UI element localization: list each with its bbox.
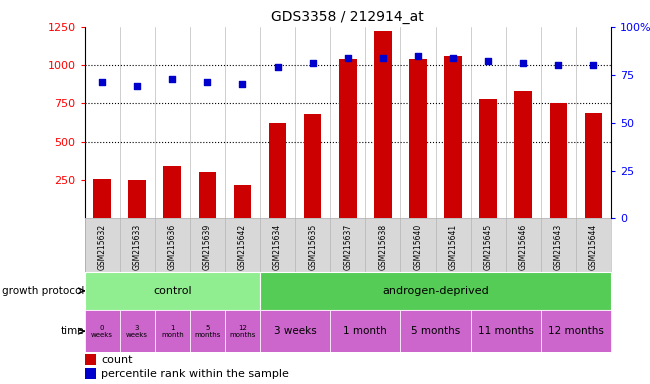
Bar <box>234 185 251 218</box>
Text: GSM215633: GSM215633 <box>133 224 142 270</box>
Point <box>202 79 213 86</box>
Point <box>132 83 142 89</box>
Text: GSM215638: GSM215638 <box>378 224 387 270</box>
Bar <box>120 310 155 353</box>
Text: growth protocol: growth protocol <box>1 286 84 296</box>
Text: GSM215644: GSM215644 <box>589 224 598 270</box>
Point <box>588 62 599 68</box>
Point <box>307 60 318 66</box>
Bar <box>84 368 96 379</box>
Point <box>413 53 423 59</box>
Text: 1
month: 1 month <box>161 325 183 338</box>
Text: 11 months: 11 months <box>478 326 534 336</box>
Bar <box>84 310 120 353</box>
Text: 5 months: 5 months <box>411 326 460 336</box>
Point <box>553 62 564 68</box>
Bar <box>541 310 611 353</box>
Bar <box>260 310 330 353</box>
Text: GSM215632: GSM215632 <box>98 224 107 270</box>
Point <box>448 55 458 61</box>
Bar <box>480 99 497 218</box>
Point <box>518 60 528 66</box>
Text: GSM215634: GSM215634 <box>273 224 282 270</box>
Text: control: control <box>153 286 192 296</box>
Point <box>343 55 353 61</box>
Bar <box>164 166 181 218</box>
Text: GSM215640: GSM215640 <box>413 224 423 270</box>
Point <box>97 79 107 86</box>
Bar <box>339 59 357 218</box>
Point <box>483 58 493 65</box>
Text: GSM215643: GSM215643 <box>554 224 563 270</box>
Bar <box>199 172 216 218</box>
Bar <box>550 104 567 218</box>
Point <box>378 55 388 61</box>
Bar <box>155 310 190 353</box>
Text: GSM215646: GSM215646 <box>519 224 528 270</box>
Point <box>167 76 177 82</box>
Bar <box>400 310 471 353</box>
Bar <box>445 56 461 218</box>
Text: GSM215637: GSM215637 <box>343 224 352 270</box>
Point <box>237 81 248 88</box>
Bar <box>330 310 400 353</box>
Text: 3
weeks: 3 weeks <box>126 325 148 338</box>
Text: GSM215639: GSM215639 <box>203 224 212 270</box>
Text: GSM215642: GSM215642 <box>238 224 247 270</box>
Text: 12
months: 12 months <box>229 325 255 338</box>
Bar <box>190 310 225 353</box>
Text: GSM215645: GSM215645 <box>484 224 493 270</box>
Bar <box>94 179 111 218</box>
Bar <box>515 91 532 218</box>
Text: percentile rank within the sample: percentile rank within the sample <box>101 369 289 379</box>
Bar <box>84 271 260 310</box>
Text: count: count <box>101 355 133 365</box>
Text: 3 weeks: 3 weeks <box>274 326 317 336</box>
Text: 12 months: 12 months <box>548 326 604 336</box>
Text: 1 month: 1 month <box>343 326 387 336</box>
Bar <box>269 123 286 218</box>
Bar <box>84 354 96 365</box>
Text: androgen-deprived: androgen-deprived <box>382 286 489 296</box>
Text: 5
months: 5 months <box>194 325 220 338</box>
Text: GSM215641: GSM215641 <box>448 224 458 270</box>
Text: GSM215636: GSM215636 <box>168 224 177 270</box>
Point <box>272 64 283 70</box>
Bar <box>304 114 321 218</box>
Bar <box>585 113 602 218</box>
Text: time: time <box>60 326 84 336</box>
Bar <box>225 310 260 353</box>
Title: GDS3358 / 212914_at: GDS3358 / 212914_at <box>272 10 424 25</box>
Bar <box>471 310 541 353</box>
Bar <box>260 271 611 310</box>
Text: GSM215635: GSM215635 <box>308 224 317 270</box>
Bar <box>129 180 146 218</box>
Text: 0
weeks: 0 weeks <box>91 325 113 338</box>
Bar <box>410 59 427 218</box>
Bar <box>374 31 391 218</box>
